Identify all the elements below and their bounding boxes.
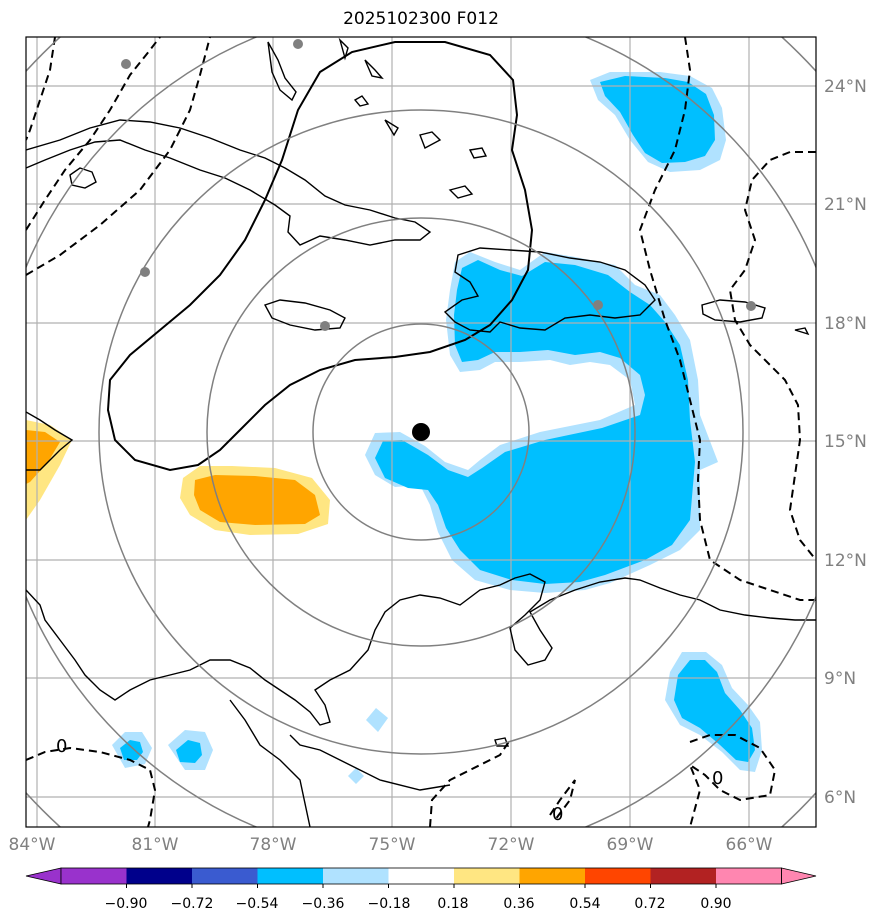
dashed-contours [26,37,816,827]
coast-bahamas-2 [364,59,384,80]
lon-label: 78°W [250,835,297,855]
coast-bahamas-8 [338,37,349,61]
range-ring [312,323,530,541]
colorbar-segment [257,868,324,884]
colorbar-segment [454,868,520,884]
lat-label: 24°N [824,77,867,97]
station-marker [320,321,330,331]
map-frame [25,36,817,828]
lat-label: 15°N [824,432,867,452]
negative-shading-sw1-strong [120,740,143,760]
dashed-contour-se [687,734,777,827]
range-ring [206,217,636,647]
longitude-labels: 84°W 81°W 78°W 75°W 72°W 69°W 66°W [9,835,773,855]
station-marker [121,59,131,69]
latitude-labels: 24°N 21°N 18°N 15°N 12°N 9°N 6°N [824,77,867,808]
coast-bahamas-3 [353,95,370,107]
dashed-contour-ne1 [638,37,816,601]
station-marker [293,39,303,49]
lon-label: 84°W [9,835,56,855]
range-ring [98,109,744,755]
coast-south-america-inland [229,699,311,827]
coast-bahamas-6 [448,185,474,199]
lon-label: 81°W [132,835,179,855]
colorbar-segment [192,868,258,884]
dashed-contour-e1 [728,151,816,561]
colorbar-tick-label: 0.54 [569,896,600,912]
contour-label-se: 0 [712,768,723,789]
colorbar-segment [323,868,389,884]
lon-label: 69°W [607,835,654,855]
station-markers [121,39,756,331]
map-title: 2025102300 F012 [343,9,499,29]
lat-label: 9°N [824,669,856,689]
station-marker [593,300,603,310]
colorbar-outline [60,867,782,885]
colorbar-tick-label: 0.72 [634,896,665,912]
dashed-contour-s2 [549,779,576,821]
negative-shading-tiny2 [348,768,364,784]
lon-label: 72°W [488,835,535,855]
colorbar-tick-label: −0.18 [368,896,411,912]
coast-trinidad [794,327,810,336]
colorbar-extend-right [781,867,817,885]
coast-puerto-rico [701,299,766,323]
colorbar-segment [585,868,651,884]
lat-label: 12°N [824,551,867,571]
dashed-contour-nw2 [26,37,161,231]
colorbar-tick-label: 0.18 [437,896,468,912]
dashed-contour-nw3 [26,37,211,276]
colorbar [25,867,817,888]
colorbar-segment [716,868,782,884]
station-marker [746,301,756,311]
lon-label: 75°W [369,835,416,855]
colorbar-extend-left [25,867,62,885]
solid-contour [106,41,534,472]
negative-shading-se-strong [674,660,755,762]
dashed-contour-s1 [429,739,511,827]
lat-label: 18°N [824,314,867,334]
colorbar-tick-label: −0.36 [302,896,345,912]
coast-bahamas-1 [267,41,297,102]
lon-label: 66°W [726,835,773,855]
negative-shading-tiny1 [366,708,388,732]
contour-label-sw: 0 [56,736,67,757]
colorbar-tick-label: 0.90 [700,896,731,912]
colorbar-segment [388,868,455,884]
colorbar-tick-label: −0.90 [105,896,148,912]
colorbar-tick-label: 0.36 [503,896,534,912]
colorbar-tick-label: −0.72 [171,896,214,912]
coast-jamaica [263,299,346,331]
colorbar-segment [650,868,717,884]
colorbar-segment [519,868,586,884]
coast-bahamas-5 [419,131,442,149]
colorbar-segment [61,868,127,884]
coast-bahamas-4 [384,119,399,137]
lat-label: 6°N [824,788,856,808]
negative-shading-sw2-strong [176,740,202,763]
coast-nicaragua-east [26,411,74,471]
coast-small-islands [494,737,510,747]
coast-hispaniola [443,247,656,333]
positive-shading-center-strong [194,475,320,525]
coast-bahamas-7 [468,147,488,159]
coast-central-america [26,573,816,726]
colorbar-segment [126,868,193,884]
negative-shading-ne-strong [600,76,715,163]
lat-label: 21°N [824,195,867,215]
storm-center-marker [412,423,430,441]
station-marker [140,267,150,277]
colorbar-tick-labels: −0.90 −0.72 −0.54 −0.36 −0.18 0.18 0.36 … [105,896,732,912]
dashed-contour-sw [26,746,157,827]
colorbar-tick-label: −0.54 [236,896,279,912]
contour-label-s: 0 [552,804,563,825]
coast-panama-east [289,734,451,791]
